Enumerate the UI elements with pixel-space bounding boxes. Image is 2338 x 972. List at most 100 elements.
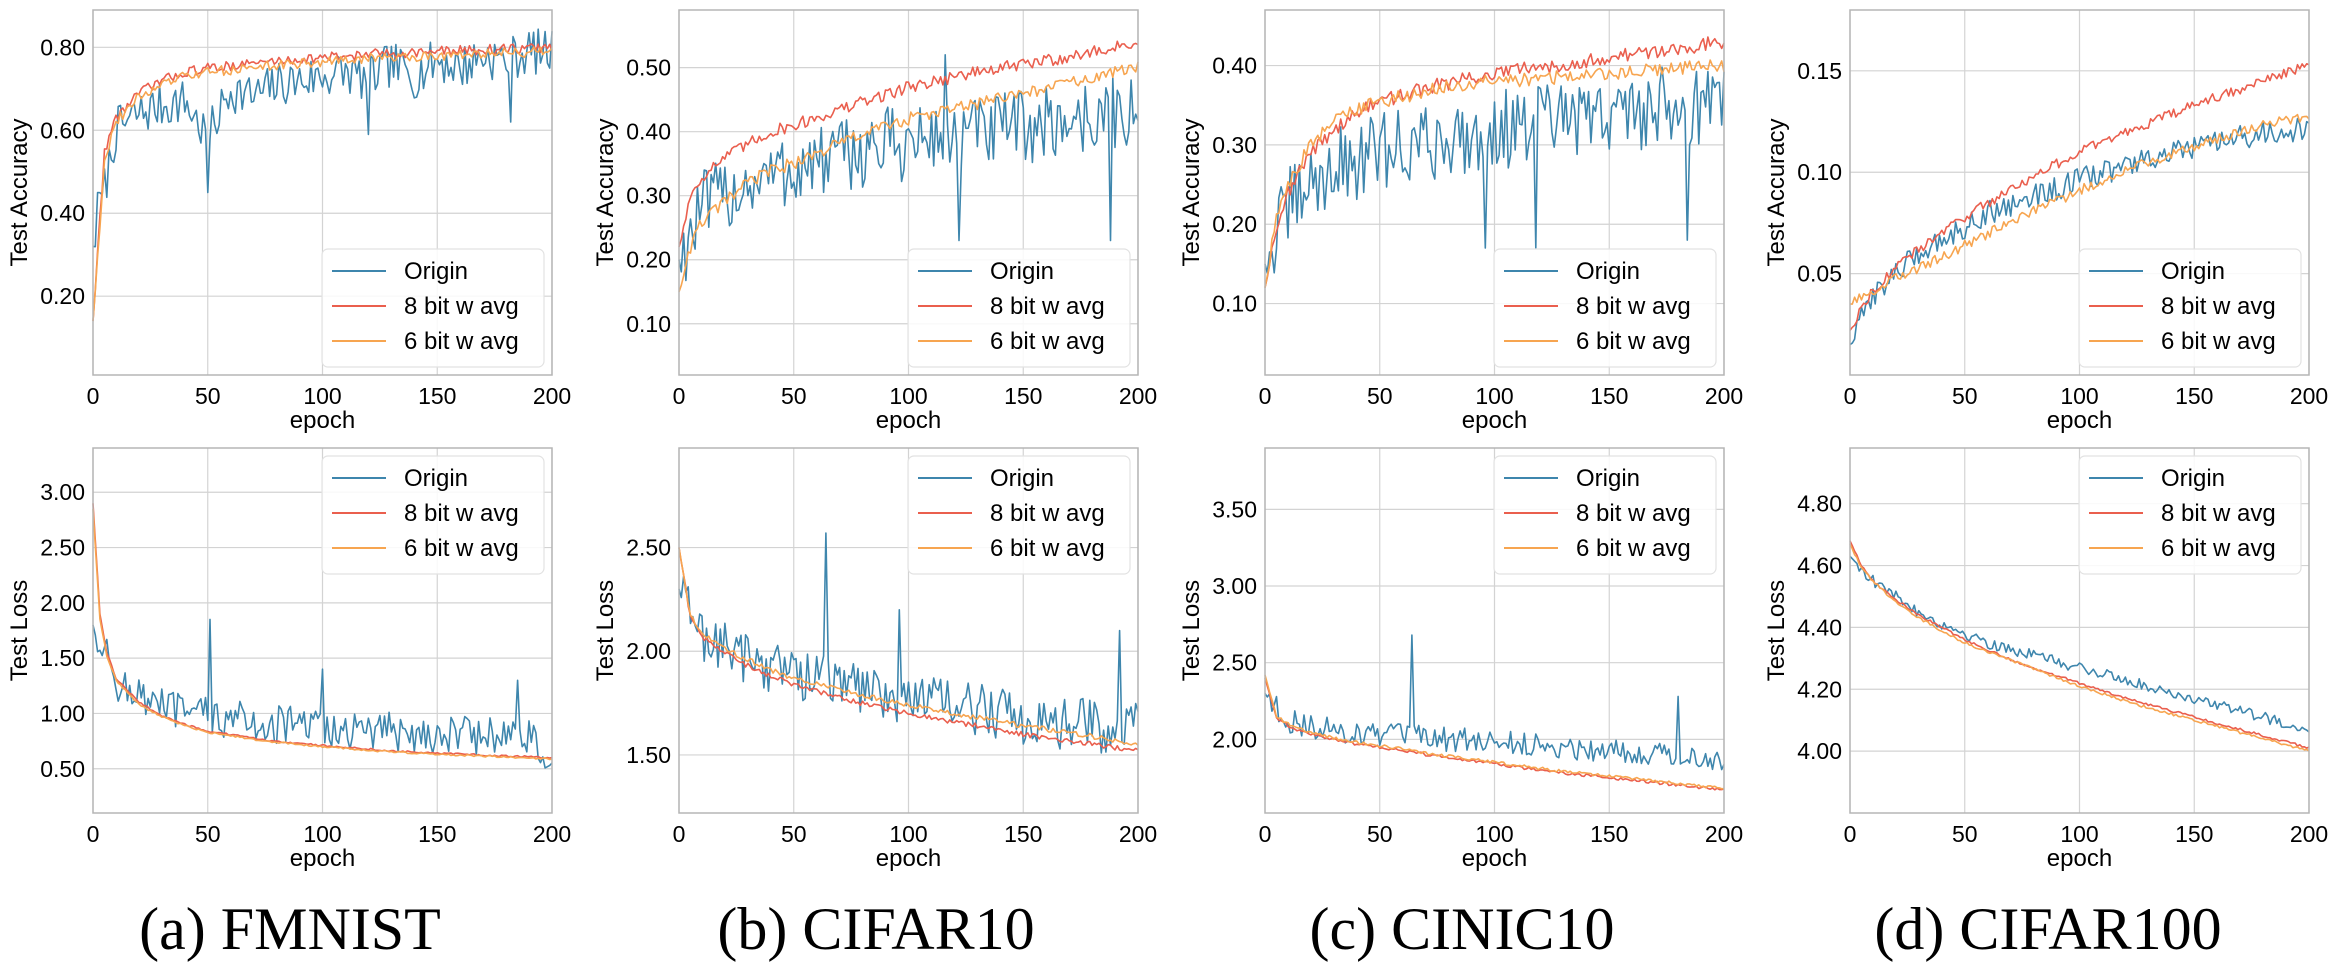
series-line-bit8 [678,547,1139,752]
x-axis-label: epoch [1462,407,1527,434]
y-tick-label: 4.60 [1797,553,1842,579]
x-axis-label: epoch [2047,845,2112,872]
y-tick-label: 2.00 [40,590,85,616]
legend-label-origin: Origin [2161,258,2225,285]
y-axis-label: Test Accuracy [1763,118,1790,266]
plot-frame [1849,447,2310,814]
series-line-origin [1264,634,1725,771]
y-tick-label: 4.20 [1797,676,1842,702]
x-tick-label: 150 [1004,821,1042,847]
x-tick-label: 0 [1844,383,1857,409]
y-tick-label: 2.50 [1212,650,1257,676]
y-axis-label: Test Loss [1178,580,1205,681]
legend-label-origin: Origin [1576,465,1640,492]
y-tick-label: 1.50 [626,742,671,768]
legend-label-bit6: 6 bit w avg [2161,535,2276,562]
y-tick-label: 0.10 [626,311,671,337]
y-tick-label: 0.50 [40,756,85,782]
legend-box [321,455,545,575]
y-axis-label: Test Loss [1763,580,1790,681]
series-line-bit6 [1264,59,1725,288]
chart-fmnist-loss: 0 50 100 150 200 0.50 1.00 1.50 2.00 2.50 3.00 epoc… [6,447,571,872]
legend-box [907,455,1131,575]
plot-frame [678,447,1139,814]
x-tick-label: 200 [533,821,571,847]
x-axis-label: epoch [290,845,355,872]
x-tick-label: 100 [303,383,341,409]
x-tick-label: 0 [1259,821,1272,847]
series-line-origin [678,53,1139,282]
series-line-bit6 [1849,113,2310,305]
y-tick-label: 0.10 [1797,159,1842,185]
y-axis-label: Test Accuracy [6,118,33,266]
y-tick-label: 2.00 [1212,726,1257,752]
x-tick-label: 0 [87,821,100,847]
y-tick-label: 0.50 [626,55,671,81]
series-line-bit8 [1264,36,1725,288]
legend: Origin 8 bit w avg 6 bit w avg [907,455,1131,575]
chart-cifar10-accuracy: 0 50 100 150 200 0.10 0.20 0.30 0.40 0.50 epoch Tes… [592,9,1157,434]
legend: Origin 8 bit w avg 6 bit w avg [321,455,545,575]
legend-label-bit6: 6 bit w avg [404,535,519,562]
x-tick-label: 200 [2290,821,2328,847]
x-tick-label: 200 [1119,383,1157,409]
legend-label-origin: Origin [2161,465,2225,492]
y-tick-label: 3.00 [40,479,85,505]
y-tick-label: 2.50 [626,535,671,561]
series-line-origin [1849,117,2310,346]
y-tick-label: 0.40 [40,200,85,226]
legend-label-bit8: 8 bit w avg [1576,500,1691,527]
y-axis-label: Test Accuracy [1178,118,1205,266]
legend-label-bit8: 8 bit w avg [404,293,519,320]
x-tick-label: 150 [418,821,456,847]
legend: Origin 8 bit w avg 6 bit w avg [2078,455,2302,575]
legend-label-bit8: 8 bit w avg [990,293,1105,320]
y-tick-label: 3.00 [1212,573,1257,599]
plot-frame [1849,9,2310,376]
legend-label-bit6: 6 bit w avg [1576,535,1691,562]
x-tick-label: 0 [673,383,686,409]
y-tick-label: 0.10 [1212,291,1257,317]
series-line-bit8 [678,40,1139,248]
y-tick-label: 0.30 [1212,132,1257,158]
x-tick-label: 50 [1367,821,1393,847]
x-axis-label: epoch [876,407,941,434]
x-tick-label: 150 [1004,383,1042,409]
legend-label-origin: Origin [990,465,1054,492]
y-tick-label: 0.30 [626,183,671,209]
legend-label-origin: Origin [404,465,468,492]
series-line-bit6 [678,547,1139,746]
x-tick-label: 50 [195,821,221,847]
legend-box [1493,455,1717,575]
y-tick-label: 0.40 [626,119,671,145]
y-tick-label: 0.20 [40,283,85,309]
x-tick-label: 200 [1705,383,1743,409]
x-tick-label: 200 [1119,821,1157,847]
y-axis-label: Test Loss [6,580,33,681]
series-line-bit8 [92,43,553,322]
plot-frame [92,447,553,814]
caption-cifar10: (b) CIFAR10 [717,896,1035,962]
y-tick-label: 4.80 [1797,491,1842,517]
y-tick-label: 2.50 [40,535,85,561]
x-tick-label: 200 [1705,821,1743,847]
legend-box [2078,248,2302,368]
x-tick-label: 50 [1952,821,1978,847]
y-tick-label: 2.00 [626,638,671,664]
legend: Origin 8 bit w avg 6 bit w avg [1493,455,1717,575]
legend-label-bit6: 6 bit w avg [990,535,1105,562]
legend-label-bit6: 6 bit w avg [2161,328,2276,355]
legend-label-origin: Origin [990,258,1054,285]
series-line-origin [92,28,553,248]
x-tick-label: 0 [673,821,686,847]
x-tick-label: 0 [1259,383,1272,409]
series-line-bit8 [1849,540,2310,750]
legend: Origin 8 bit w avg 6 bit w avg [2078,248,2302,368]
chart-cifar100-loss: 0 50 100 150 200 4.00 4.20 4.40 4.60 4.80 epoch Tes… [1763,447,2328,872]
x-axis-label: epoch [2047,407,2112,434]
x-tick-label: 0 [1844,821,1857,847]
x-tick-label: 100 [2060,821,2098,847]
series-line-bit6 [678,61,1139,293]
x-tick-label: 50 [1952,383,1978,409]
legend-label-bit8: 8 bit w avg [2161,293,2276,320]
